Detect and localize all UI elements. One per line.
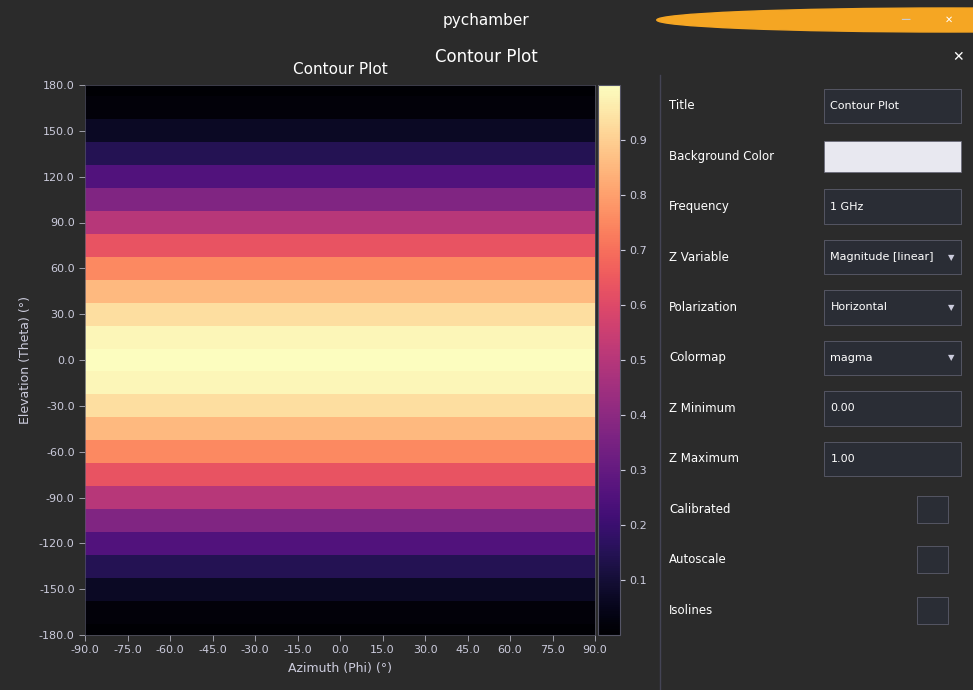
Circle shape (657, 8, 973, 32)
FancyBboxPatch shape (918, 597, 949, 624)
FancyBboxPatch shape (824, 442, 960, 476)
Text: Isolines: Isolines (669, 604, 713, 617)
Text: 1.00: 1.00 (830, 454, 855, 464)
Text: Horizontal: Horizontal (830, 302, 887, 313)
Text: Calibrated: Calibrated (669, 503, 731, 515)
Text: Contour Plot: Contour Plot (830, 101, 899, 111)
Text: Title: Title (669, 99, 695, 112)
Text: Background Color: Background Color (669, 150, 775, 163)
Text: pychamber: pychamber (443, 12, 530, 28)
Title: Contour Plot: Contour Plot (293, 62, 387, 77)
FancyBboxPatch shape (918, 546, 949, 573)
Text: Polarization: Polarization (669, 301, 739, 314)
Text: Colormap: Colormap (669, 351, 726, 364)
FancyBboxPatch shape (824, 189, 960, 224)
Text: 1 GHz: 1 GHz (830, 201, 864, 212)
Text: Autoscale: Autoscale (669, 553, 727, 566)
Text: Z Variable: Z Variable (669, 250, 729, 264)
Y-axis label: Elevation (Theta) (°): Elevation (Theta) (°) (18, 296, 32, 424)
FancyBboxPatch shape (824, 341, 960, 375)
FancyBboxPatch shape (824, 391, 960, 426)
X-axis label: Azimuth (Phi) (°): Azimuth (Phi) (°) (288, 662, 392, 676)
Text: Contour Plot: Contour Plot (435, 48, 538, 66)
Text: Z Maximum: Z Maximum (669, 452, 739, 465)
FancyBboxPatch shape (824, 290, 960, 325)
Text: 0.00: 0.00 (830, 404, 855, 413)
FancyBboxPatch shape (918, 495, 949, 523)
Text: ▼: ▼ (948, 303, 955, 312)
Text: ✕: ✕ (945, 15, 953, 25)
Text: Magnitude [linear]: Magnitude [linear] (830, 252, 934, 262)
FancyBboxPatch shape (824, 88, 960, 123)
Text: ▼: ▼ (948, 353, 955, 362)
Text: Z Minimum: Z Minimum (669, 402, 736, 415)
FancyBboxPatch shape (824, 141, 960, 172)
Text: ─: ─ (901, 13, 909, 27)
FancyBboxPatch shape (824, 240, 960, 274)
Text: ▼: ▼ (948, 253, 955, 262)
Text: magma: magma (830, 353, 873, 363)
Text: ✕: ✕ (953, 50, 964, 64)
Text: Frequency: Frequency (669, 200, 730, 213)
